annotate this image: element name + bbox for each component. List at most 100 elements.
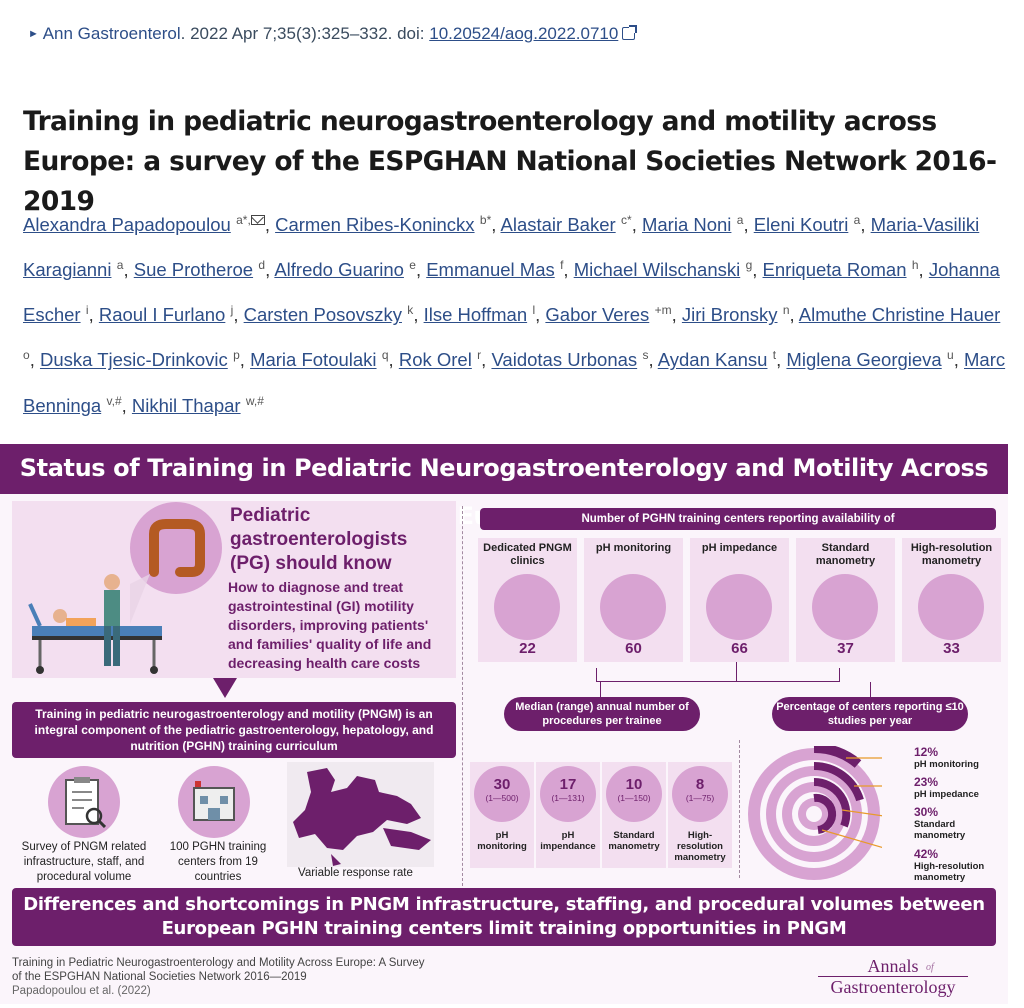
percentage-label: pH impedance [914,789,979,800]
procedure-range: (1—131) [551,793,585,803]
journal-logo: Annals of Gastroenterology [818,956,968,1000]
percentage-stat: 42% High-resolution manometry [914,848,1004,884]
procedure-median: 17 [559,776,577,793]
percentage-stat: 30% Standard manometry [914,806,1004,842]
graphical-abstract: Status of Training in Pediatric Neurogas… [0,444,1008,1004]
author-link[interactable]: Michael Wilschanski [573,259,741,281]
logo-of: of [926,962,934,973]
procedure-stat: 30 (1—500) pH monitoring [470,762,534,868]
author-affiliation: v,# [103,393,122,408]
procedure-range: (1—150) [617,793,651,803]
citation-details: . 2022 Apr 7;35(3):325–332. doi: [180,24,430,43]
pg-text: How to diagnose and treat gastrointestin… [228,579,432,671]
availability-label: pH monitoring [595,542,672,554]
external-link-icon[interactable] [622,25,638,40]
author-link[interactable]: Emmanuel Mas [426,259,555,281]
hospital-icon [193,781,235,821]
availability-label: Standard manometry [815,542,876,567]
author-link[interactable]: Duska Tjesic-Drinkovic [39,349,228,371]
survey-label: Survey of PNGM related infrastructure, s… [21,841,147,883]
procedure-stat: 10 (1—150) Standard manometry [602,762,666,868]
author-link[interactable]: Maria Noni [641,214,732,236]
logo-annals: Annals [867,956,919,976]
equipment-icon [494,574,560,640]
author-affiliation: f [556,258,564,273]
equipment-icon [600,574,666,640]
procedure-bubble: 10 (1—150) [606,766,662,822]
colon-icon [149,519,205,577]
availability-label: High-resolution manometry [910,542,993,567]
footer-authors: Papadopoulou et al. (2022) [12,985,151,997]
author-link[interactable]: Miglena Georgieva [786,349,942,371]
author-affiliation: a [113,258,124,273]
expand-triangle-icon[interactable]: ► [28,28,39,40]
author-link[interactable]: Eleni Koutri [753,214,849,236]
author-affiliation: a [733,213,744,227]
author-affiliation: g [742,258,753,273]
pg-knowledge-panel [12,501,456,678]
logo-gastroenterology: Gastroenterology [818,976,968,997]
conclusion-bar: Differences and shortcomings in PNGM inf… [12,888,996,946]
availability-label: Dedicated PNGM clinics [483,542,572,567]
footer-title: Training in Pediatric Neurogastroenterol… [12,957,425,983]
procedure-median: 8 [695,776,705,793]
author-link[interactable]: Gabor Veres [545,304,650,326]
author-link[interactable]: Nikhil Thapar [131,394,241,416]
author-affiliation: b* [476,213,492,227]
author-list: Alexandra Papadopoulou a*,, Carmen Ribes… [23,213,1006,416]
procedure-median: 30 [493,776,511,793]
author-link[interactable]: Sue Protheroe [133,259,254,281]
equipment-icon [918,574,984,640]
pct-stem [870,682,871,697]
author-affiliation: d [255,258,266,273]
procedure-bubble: 30 (1—500) [474,766,530,822]
author-link[interactable]: Maria Fotoulaki [250,349,377,371]
percentage-stat: 23% pH impedance [914,776,1004,801]
author-link[interactable]: Alfredo Guarino [274,259,404,281]
author-link[interactable]: Alastair Baker [500,214,616,236]
author-link[interactable]: Alexandra Papadopoulou [23,214,231,236]
panel-divider [462,506,463,886]
citation: ► Ann Gastroenterol. 2022 Apr 7;35(3):32… [28,24,638,44]
median-title: Median (range) annual number of procedur… [504,697,700,731]
footer-citation: Training in Pediatric Neurogastroenterol… [12,956,432,998]
procedure-label: pH monitoring [477,830,527,852]
percentage-title: Percentage of centers reporting ≤10 stud… [772,697,968,731]
availability-column: pH impedance 66 [690,538,789,662]
procedure-stat: 8 (1—75) High-resolution manometry [668,762,732,868]
percentage-label: pH monitoring [914,759,979,770]
author-link[interactable]: Ilse Hoffman [423,304,528,326]
author-link[interactable]: Raoul I Furlano [98,304,226,326]
author-link[interactable]: Carsten Posovszky [243,304,402,326]
percentage-stat: 12% pH monitoring [914,746,1004,771]
author-link[interactable]: Enriqueta Roman [762,259,907,281]
author-link[interactable]: Jiri Bronsky [681,304,778,326]
author-affiliation: t [769,348,777,363]
author-affiliation: u [943,348,954,363]
percentage-rings [748,746,882,880]
author-link[interactable]: Rok Orel [398,349,472,371]
curriculum-statement: Training in pediatric neurogastroenterol… [12,702,456,758]
procedure-label: Standard manometry [608,830,660,852]
availability-column: High-resolution manometry 33 [902,538,1001,662]
author-affiliation: r [473,348,482,363]
journal-link[interactable]: Ann Gastroenterol [42,24,181,43]
procedure-stat: 17 (1—131) pH impendance [536,762,600,868]
author-link[interactable]: Johanna Escher [23,259,1000,326]
doctor-patient-illustration [28,574,162,674]
author-affiliation: l [529,303,536,318]
author-link[interactable]: Carmen Ribes-Koninckx [275,214,475,236]
availability-title: Number of PGHN training centers reportin… [480,508,996,530]
email-icon[interactable] [250,215,265,226]
author-link[interactable]: Aydan Kansu [657,349,768,371]
author-link[interactable]: Almuthe Christine Hauer [798,304,1001,326]
doi-link[interactable]: 10.20524/aog.2022.0710 [429,24,619,43]
procedure-bubble: 17 (1—131) [540,766,596,822]
author-link[interactable]: Vaidotas Urbonas [491,349,638,371]
author-link[interactable]: Marc Benninga [23,349,1006,416]
author-link[interactable]: Maria-Vasiliki Karagianni [23,214,980,281]
europe-map [287,762,434,867]
availability-column: Dedicated PNGM clinics 22 [478,538,577,662]
availability-column: Standard manometry 37 [796,538,895,662]
availability-value: 22 [519,640,536,657]
